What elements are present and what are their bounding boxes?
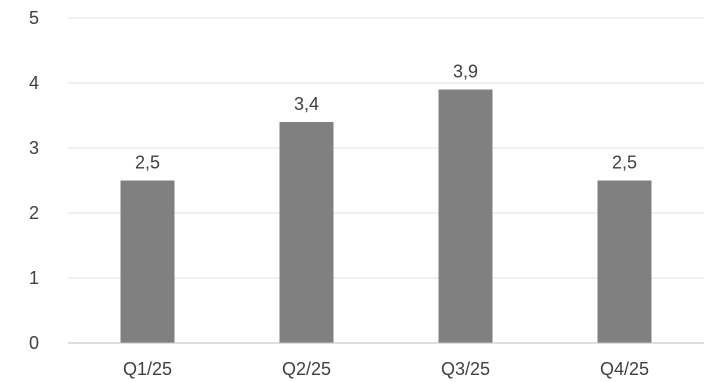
data-label-Q4-25: 2,5 <box>612 153 637 173</box>
bar-Q2-25 <box>279 122 334 343</box>
x-tick-label-Q3-25: Q3/25 <box>441 359 490 379</box>
x-tick-label-Q1-25: Q1/25 <box>123 359 172 379</box>
y-tick-label-5: 5 <box>29 8 39 28</box>
y-tick-label-3: 3 <box>29 138 39 158</box>
y-tick-label-4: 4 <box>29 73 39 93</box>
data-labels: 2,5 3,4 3,9 2,5 <box>135 62 637 173</box>
x-axis-category-labels: Q1/25 Q2/25 Q3/25 Q4/25 <box>123 359 649 379</box>
x-tick-label-Q2-25: Q2/25 <box>282 359 331 379</box>
x-tick-label-Q4-25: Q4/25 <box>600 359 649 379</box>
y-tick-label-2: 2 <box>29 203 39 223</box>
data-label-Q1-25: 2,5 <box>135 153 160 173</box>
bar-Q3-25 <box>438 89 493 343</box>
bars <box>120 89 652 343</box>
y-axis-tick-labels: 0 1 2 3 4 5 <box>29 8 39 353</box>
y-tick-label-0: 0 <box>29 333 39 353</box>
y-tick-label-1: 1 <box>29 268 39 288</box>
bar-Q1-25 <box>120 180 175 343</box>
data-label-Q3-25: 3,9 <box>453 62 478 82</box>
bar-Q4-25 <box>597 180 652 343</box>
data-label-Q2-25: 3,4 <box>294 94 319 114</box>
